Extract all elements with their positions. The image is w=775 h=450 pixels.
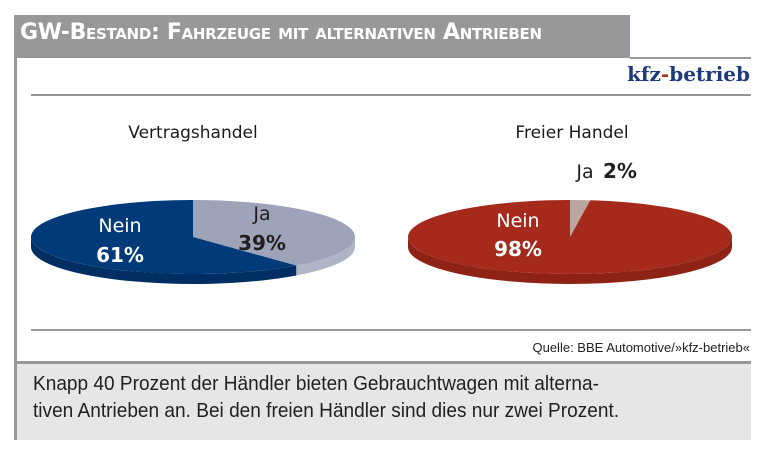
pie-slice-nein: [407, 200, 732, 275]
slice-value-label: 61%: [96, 243, 144, 267]
pie-slice-nein: [31, 200, 297, 274]
caption-box: [17, 364, 751, 440]
header-bar: [14, 15, 630, 58]
slice-label: Ja: [252, 203, 270, 225]
pie-side-nein: [31, 237, 297, 285]
chart-title: Vertragshandel: [128, 123, 257, 143]
pie-slice-ja: [193, 200, 356, 266]
caption-text: Knapp 40 Prozent der Händler bieten Gebr…: [33, 370, 693, 424]
pie-side-nein: [408, 237, 732, 284]
divider: [31, 94, 751, 96]
pie-slice-ja: [570, 200, 591, 237]
brand-main: kfz: [627, 62, 661, 86]
slice-value-label: 2%: [603, 159, 637, 183]
divider: [630, 57, 751, 59]
frame-border: [14, 15, 17, 440]
caption-line-1: Knapp 40 Prozent der Händler bieten Gebr…: [33, 372, 599, 395]
slice-label: Nein: [98, 215, 141, 237]
brand-rest: betrieb: [669, 62, 750, 86]
pie-chart-freier-handel: Freier Handel Nein 98% Ja 2%: [407, 123, 732, 284]
source-note: Quelle: BBE Automotive/»kfz-betrieb«: [532, 340, 750, 355]
brand-logo: kfz-betrieb: [627, 62, 750, 86]
brand-dash: -: [660, 62, 670, 86]
slice-label: Ja: [575, 161, 593, 183]
slice-label: Nein: [496, 210, 539, 232]
divider: [14, 361, 751, 364]
pie-side-ja: [296, 237, 355, 276]
caption-line-2: tiven Antrieben an. Bei den freien Händl…: [33, 399, 620, 422]
charts-canvas: Vertragshandel Nein 61% Ja 39% Freier Hande…: [31, 123, 732, 285]
slice-value-label: 39%: [238, 231, 286, 255]
slice-value-label: 98%: [494, 237, 542, 261]
divider: [31, 329, 751, 331]
pie-chart-vertragshandel: Vertragshandel Nein 61% Ja 39%: [31, 123, 356, 285]
chart-title: Freier Handel: [515, 123, 628, 143]
page-title: GW-Bestand: Fahrzeuge mit alternativen A…: [20, 20, 542, 45]
